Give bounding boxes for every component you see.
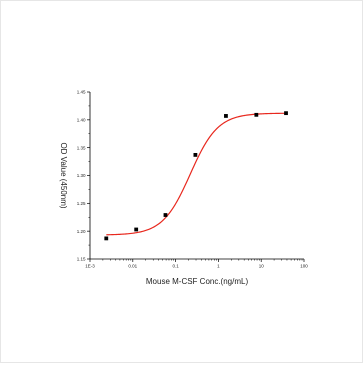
data-point xyxy=(254,112,259,117)
y-tick-label: 1.45 xyxy=(77,90,86,95)
x-tick-label: 1 xyxy=(217,264,220,269)
data-points xyxy=(104,111,288,241)
data-point xyxy=(224,114,228,118)
data-point xyxy=(163,213,168,217)
axes: 1E-3 0.01 0.1 1 10 100 1.151.201.251.301.351.… xyxy=(77,90,309,269)
y-ticks: 1.15 1.20 1.25 1.30 1.35 1.40 1.45 xyxy=(77,90,90,262)
data-point xyxy=(193,153,198,157)
y-tick-label: 1.15 xyxy=(77,257,86,262)
x-tick-label: 1E-3 xyxy=(85,264,95,269)
y-tick-label: 1.20 xyxy=(77,229,86,234)
y-tick-label: 1.40 xyxy=(77,117,86,122)
y-tick-label: 1.30 xyxy=(77,173,86,178)
data-point xyxy=(104,236,109,241)
x-tick-label: 100 xyxy=(300,264,308,269)
x-axis-title: Mouse M-CSF Conc.(ng/mL) xyxy=(146,277,249,286)
x-tick-label: 0.1 xyxy=(172,264,179,269)
x-tick-label: 10 xyxy=(259,264,265,269)
y-tick-label: 1.25 xyxy=(77,201,86,206)
data-point xyxy=(284,111,288,116)
y-tick-label: 1.35 xyxy=(77,145,86,150)
x-ticks: 1E-3 0.01 0.1 1 10 100 xyxy=(85,259,308,269)
x-tick-label: 0.01 xyxy=(128,264,137,269)
y-axis-title: OD Value (450nm) xyxy=(59,142,68,208)
fit-curve xyxy=(106,112,287,236)
data-point xyxy=(134,227,139,232)
